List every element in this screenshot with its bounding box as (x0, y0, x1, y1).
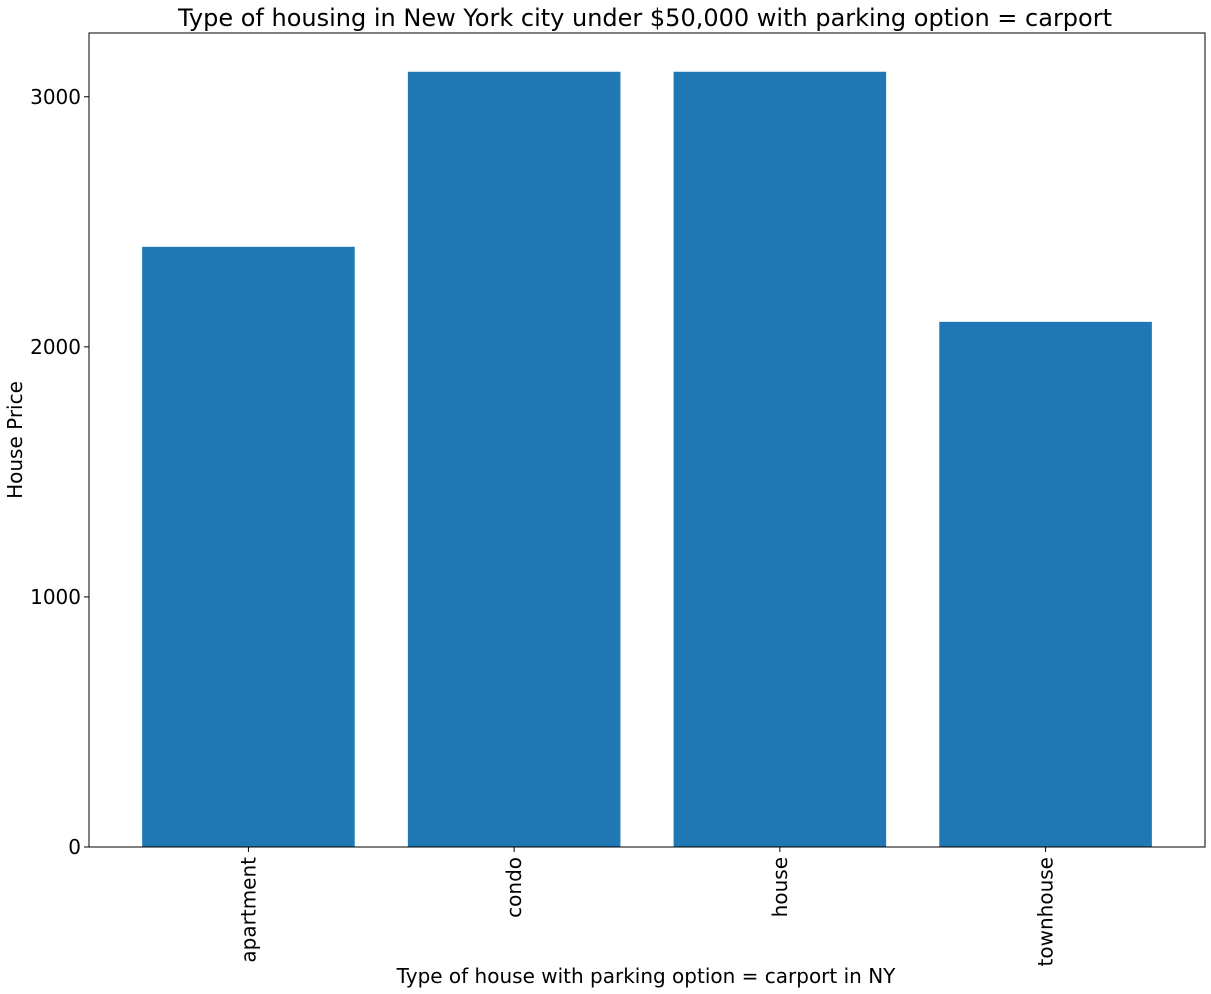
x-tick-label-townhouse: townhouse (1034, 857, 1058, 966)
y-tick-label: 0 (68, 835, 81, 859)
y-tick-label: 1000 (30, 585, 81, 609)
bar-apartment (142, 246, 355, 847)
x-tick-label-condo: condo (502, 857, 526, 918)
y-axis-label: House Price (3, 381, 27, 499)
bar-condo (407, 71, 621, 847)
bar-house (673, 71, 887, 847)
x-tick-label-apartment: apartment (236, 857, 260, 963)
y-axis-ticks: 0 1000 2000 3000 (30, 85, 89, 859)
y-tick-label: 2000 (30, 335, 81, 359)
y-tick-label: 3000 (30, 85, 81, 109)
bar-townhouse (939, 321, 1152, 847)
bars-group (142, 71, 1152, 847)
x-tick-label-house: house (768, 857, 792, 917)
x-axis-ticks: apartment condo house townhouse (236, 847, 1058, 966)
x-axis-label: Type of house with parking option = carp… (396, 964, 897, 988)
chart-title: Type of housing in New York city under $… (177, 4, 1112, 32)
plot-frame (88, 32, 1206, 848)
